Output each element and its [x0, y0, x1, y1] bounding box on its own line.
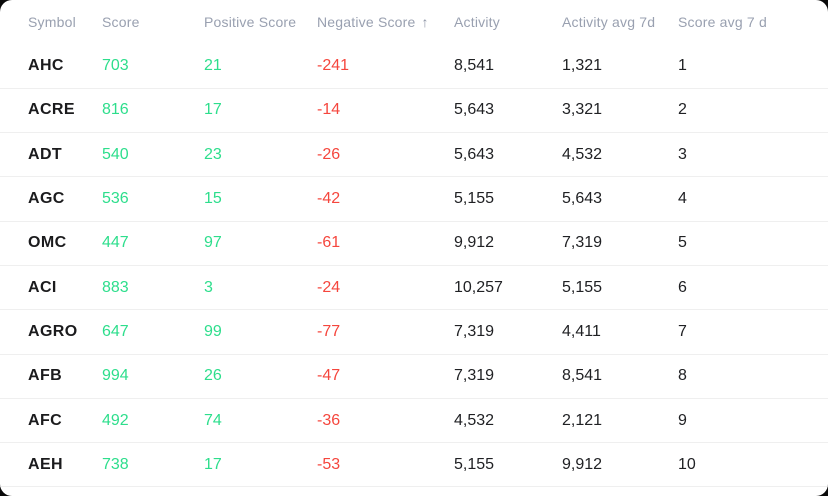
cell-activity_avg: 1,321 — [562, 56, 603, 74]
table-row[interactable]: AFB 994 26 -47 7,319 8,541 8 — [0, 354, 828, 399]
cell-score: 536 — [102, 190, 129, 208]
cell-activity: 4,532 — [454, 411, 495, 429]
cell-activity_avg: 3,321 — [562, 101, 603, 119]
column-header-activity[interactable]: Activity — [454, 14, 500, 30]
cell-positive: 74 — [204, 411, 222, 429]
cell-activity_avg: 5,643 — [562, 190, 603, 208]
cell-activity: 7,319 — [454, 322, 495, 340]
cell-activity: 5,155 — [454, 455, 495, 473]
cell-score: 883 — [102, 278, 129, 296]
cell-symbol: AHC — [28, 56, 64, 74]
cell-negative: -26 — [317, 145, 341, 163]
table-row[interactable]: AFC 492 74 -36 4,532 2,121 9 — [0, 398, 828, 443]
cell-activity: 8,541 — [454, 56, 495, 74]
cell-positive: 26 — [204, 367, 222, 385]
table-row[interactable]: ACI 883 3 -24 10,257 5,155 6 — [0, 265, 828, 310]
sort-ascending-icon[interactable]: ↑ — [421, 14, 429, 30]
cell-activity_avg: 2,121 — [562, 411, 603, 429]
cell-positive: 21 — [204, 56, 222, 74]
cell-symbol: ACI — [28, 278, 57, 296]
table-row[interactable]: AGRO 647 99 -77 7,319 4,411 7 — [0, 310, 828, 355]
cell-symbol: ACRE — [28, 101, 75, 119]
cell-symbol: AGRO — [28, 322, 78, 340]
cell-score: 816 — [102, 101, 129, 119]
column-header-negative-score-label: Negative Score — [317, 14, 416, 30]
cell-score_avg: 8 — [678, 367, 687, 385]
cell-score_avg: 10 — [678, 455, 696, 473]
table-row[interactable]: ACRE 816 17 -14 5,643 3,321 2 — [0, 88, 828, 133]
cell-score: 447 — [102, 234, 129, 252]
cell-symbol: AEH — [28, 455, 63, 473]
cell-negative: -241 — [317, 56, 350, 74]
cell-positive: 17 — [204, 455, 222, 473]
table-header: Symbol Score Positive Score Negative Sco… — [0, 0, 828, 44]
cell-negative: -36 — [317, 411, 341, 429]
cell-activity: 5,155 — [454, 190, 495, 208]
cell-symbol: AFC — [28, 411, 63, 429]
cell-negative: -61 — [317, 234, 341, 252]
cell-symbol: AGC — [28, 190, 65, 208]
table-row[interactable]: AGC 536 15 -42 5,155 5,643 4 — [0, 177, 828, 222]
cell-activity_avg: 5,155 — [562, 278, 603, 296]
cell-score_avg: 2 — [678, 101, 687, 119]
table-row[interactable]: OMC 447 97 -61 9,912 7,319 5 — [0, 221, 828, 266]
cell-positive: 17 — [204, 101, 222, 119]
cell-activity_avg: 8,541 — [562, 367, 603, 385]
cell-activity_avg: 7,319 — [562, 234, 603, 252]
column-header-score[interactable]: Score — [102, 14, 140, 30]
cell-symbol: ADT — [28, 145, 63, 163]
cell-score_avg: 9 — [678, 411, 687, 429]
cell-activity: 5,643 — [454, 145, 495, 163]
cell-activity: 9,912 — [454, 234, 495, 252]
cell-activity: 5,643 — [454, 101, 495, 119]
cell-score_avg: 6 — [678, 278, 687, 296]
column-header-activity-avg-7d[interactable]: Activity avg 7d — [562, 14, 656, 30]
cell-positive: 99 — [204, 322, 222, 340]
cell-score_avg: 1 — [678, 56, 687, 74]
table-body: AHC 703 21 -241 8,541 1,321 1 ACRE 816 17 -14 5,643… — [0, 44, 828, 487]
cell-activity: 10,257 — [454, 278, 503, 296]
cell-negative: -53 — [317, 455, 341, 473]
cell-score: 994 — [102, 367, 129, 385]
cell-score_avg: 4 — [678, 190, 687, 208]
cell-activity_avg: 4,411 — [562, 322, 601, 340]
cell-score: 738 — [102, 455, 129, 473]
cell-score_avg: 7 — [678, 322, 687, 340]
cell-score_avg: 3 — [678, 145, 687, 163]
cell-positive: 3 — [204, 278, 213, 296]
column-header-positive-score[interactable]: Positive Score — [204, 14, 297, 30]
cell-score: 703 — [102, 56, 129, 74]
cell-positive: 15 — [204, 190, 222, 208]
cell-negative: -24 — [317, 278, 341, 296]
cell-negative: -77 — [317, 322, 341, 340]
cell-symbol: OMC — [28, 234, 67, 252]
table-row[interactable]: AEH 738 17 -53 5,155 9,912 10 — [0, 443, 828, 487]
cell-score_avg: 5 — [678, 234, 687, 252]
cell-activity_avg: 4,532 — [562, 145, 603, 163]
table-row[interactable]: ADT 540 23 -26 5,643 4,532 3 — [0, 133, 828, 177]
cell-negative: -14 — [317, 101, 341, 119]
cell-score: 492 — [102, 411, 129, 429]
cell-negative: -42 — [317, 190, 341, 208]
cell-positive: 23 — [204, 145, 222, 163]
table-header-row: Symbol Score Positive Score Negative Sco… — [0, 0, 828, 44]
cell-symbol: AFB — [28, 367, 63, 385]
cell-activity_avg: 9,912 — [562, 455, 603, 473]
cell-score: 540 — [102, 145, 129, 163]
cell-activity: 7,319 — [454, 367, 495, 385]
column-header-score-avg-7d[interactable]: Score avg 7 d — [678, 14, 767, 30]
cell-positive: 97 — [204, 234, 222, 252]
column-header-negative-score[interactable]: Negative Score ↑ — [317, 0, 454, 44]
column-header-symbol[interactable]: Symbol — [28, 14, 76, 30]
table-row[interactable]: AHC 703 21 -241 8,541 1,321 1 — [0, 44, 828, 89]
cell-score: 647 — [102, 322, 129, 340]
cell-negative: -47 — [317, 367, 341, 385]
